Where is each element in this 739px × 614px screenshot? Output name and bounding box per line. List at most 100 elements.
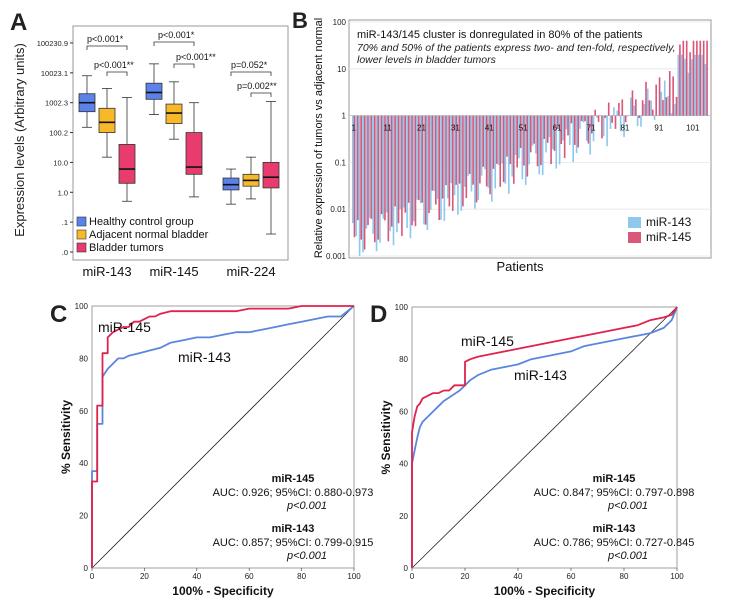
panel-b-bar-mir143 [365, 115, 368, 229]
panel-b-bar-mir145 [353, 115, 356, 238]
roc-stat-name: miR-143 [272, 523, 315, 535]
panel-b-bar-mir145 [357, 115, 359, 221]
panel-b-bar-mir143 [453, 115, 456, 196]
panel-b-bar-mir145 [563, 115, 566, 158]
panel-b-bar-mir143 [460, 115, 463, 211]
panel-b-bar-mir145 [401, 115, 403, 236]
panel-b-bar-mir143 [368, 115, 371, 218]
roc-ylabel: % Sensitivity [59, 400, 73, 474]
panel-a-ytick-label: 100.2 [49, 129, 68, 138]
panel-b-bar-mir143 [491, 115, 493, 202]
panel-b-bar-mir143 [396, 115, 398, 233]
panel-b-bar-mir145 [421, 115, 424, 203]
panel-b-bar-mir143 [660, 91, 663, 116]
panel-b-bar-mir145 [384, 115, 386, 221]
roc-xtick-label: 0 [410, 572, 415, 581]
panel-b-bar-mir145 [635, 99, 637, 116]
panel-b-ylabel: Relative expression of tumors vs adjacen… [313, 18, 325, 258]
panel-b-bar-mir145 [685, 40, 688, 116]
panel-b-bar-mir143 [701, 54, 703, 116]
panel-b-bar-mir145 [651, 109, 654, 116]
panel-b-bar-mir145 [641, 100, 644, 116]
panel-a-bracket [86, 45, 128, 50]
panel-a-category-label: miR-145 [149, 264, 198, 279]
panel-b-bar-mir145 [475, 115, 478, 203]
panel-b-bar-mir143 [392, 115, 395, 246]
panel-b-bar-mir143 [613, 107, 615, 116]
roc-ylabel: % Sensitivity [379, 400, 393, 474]
panel-b-bar-mir143 [640, 115, 642, 127]
panel-b-bar-mir143 [504, 115, 507, 184]
panel-b-bar-mir145 [496, 115, 498, 164]
panel-b-bar-mir143 [535, 115, 537, 154]
panel-a-ytick-label: 1002.3 [45, 99, 68, 108]
panel-a-box-body [118, 144, 136, 184]
panel-a-box [222, 168, 240, 205]
panel-a-pvalue: p=0.052* [231, 60, 268, 70]
roc-ytick-label: 100 [395, 303, 409, 312]
panel-a-box-body [262, 162, 280, 189]
panel-b-bar-mir143 [409, 115, 412, 239]
panel-a-box [185, 102, 203, 198]
panel-b-bar-mir145 [441, 115, 444, 199]
panel-b-bar-mir143 [572, 115, 575, 163]
roc-stat-auc: AUC: 0.847; 95%CI: 0.797-0.898 [534, 487, 695, 499]
panel-a-box-body [145, 82, 163, 100]
panel-b-bar-mir143 [474, 115, 476, 209]
panel-b-bar-mir145 [648, 100, 651, 116]
panel-b-bar-mir145 [523, 115, 525, 166]
panel-b-xtick-label: 91 [654, 124, 663, 133]
panel-b-bar-mir145 [574, 115, 576, 145]
roc-stat-name: miR-145 [272, 473, 315, 485]
panel-b-bar-mir143 [399, 115, 402, 210]
panel-b-bar-mir143 [524, 115, 527, 185]
panel-b-bar-mir145 [577, 115, 580, 148]
panel-b-bar-mir143 [514, 115, 517, 155]
panel-b-bar-mir145 [394, 115, 396, 207]
panel-label-a: A [10, 9, 27, 36]
panel-a-pvalue: p<0.001** [94, 60, 134, 70]
panel-b-bar-mir143 [467, 115, 469, 176]
panel-b-bar-mir145 [672, 76, 674, 116]
panel-b-bar-mir143 [582, 115, 585, 123]
panel-b-bar-mir143 [413, 115, 415, 222]
panel-b-bar-mir145 [482, 115, 485, 167]
panel-b-xtick-label: 71 [587, 124, 596, 133]
panel-a-yticks: 100230.9 10023.1 1002.3 100.2 10.0 1.0 .1 .0 [37, 39, 73, 257]
panel-b-bar-mir143 [704, 64, 707, 116]
panel-b-bar-mir145 [485, 115, 488, 187]
panel-b-bar-mir145 [363, 115, 366, 250]
panel-b-bar-mir143 [623, 115, 625, 137]
roc-label-mir145: miR-145 [461, 333, 514, 349]
panel-b-bar-mir145 [411, 115, 413, 226]
panel-a-boxplot: Expression levels (Arbitrary units) 1002… [12, 25, 289, 279]
panel-b-xlabel: Patients [497, 259, 544, 274]
panel-b-bar-mir143 [416, 115, 419, 200]
panel-b-bar-mir145 [590, 115, 593, 134]
roc-stat-p: p<0.001 [607, 550, 648, 562]
panel-b-bar-mir145 [526, 115, 529, 177]
panel-a-bracket [250, 92, 272, 97]
panel-b-legend-label: miR-145 [646, 230, 692, 244]
panel-b-bar-mir143 [606, 115, 608, 147]
panel-b-bar-mir145 [546, 115, 549, 143]
panel-b-bar-mir145 [509, 115, 512, 165]
panel-b-bar-mir145 [631, 90, 634, 116]
panel-b-bar-mir145 [668, 71, 671, 116]
panel-b-bar-mir143 [480, 115, 483, 176]
panel-b-bar-mir143 [484, 115, 486, 170]
panel-b-bar-mir143 [650, 100, 652, 116]
panel-b-bar-mir143 [385, 115, 388, 213]
panel-b-bar-mir145 [624, 115, 627, 123]
panel-a-box-body [185, 132, 203, 175]
panel-b-ytick-label: 0.01 [330, 205, 346, 214]
panel-b-bar-mir143 [372, 115, 374, 234]
panel-b-bar-mir145 [567, 115, 569, 136]
roc-xtick-label: 0 [90, 572, 95, 581]
panel-b-bar-mir145 [696, 40, 698, 116]
panel-b-bar-mir143 [402, 115, 405, 208]
panel-b-bar-mir145 [665, 97, 668, 116]
panel-b-xtick-label: 51 [519, 124, 528, 133]
